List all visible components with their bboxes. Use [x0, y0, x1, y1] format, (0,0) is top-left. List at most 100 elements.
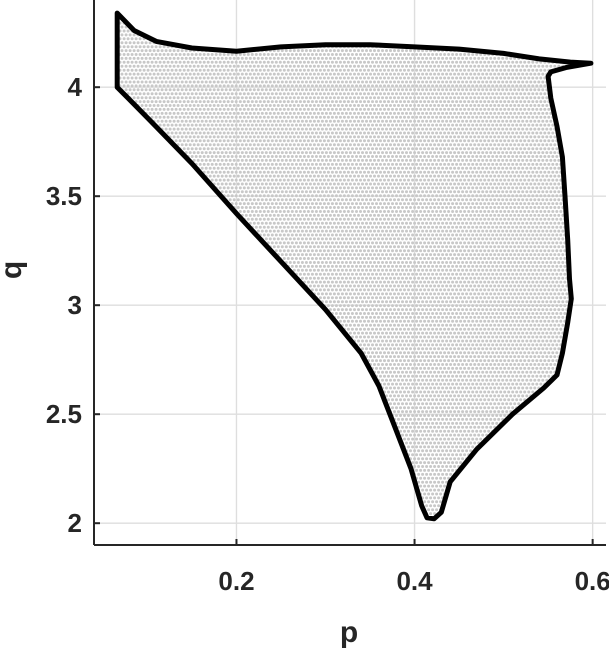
region-point: [549, 323, 553, 327]
region-point: [381, 347, 384, 351]
region-point: [473, 300, 477, 304]
region-point: [553, 292, 557, 296]
region-point: [344, 174, 348, 178]
region-point: [445, 213, 449, 217]
region-point: [409, 237, 412, 241]
region-point: [451, 202, 455, 206]
region-point: [346, 202, 350, 206]
region-point: [308, 237, 312, 241]
region-point: [469, 276, 473, 280]
region-point: [449, 292, 453, 296]
region-point: [501, 229, 505, 233]
region-point: [425, 480, 429, 484]
region-point: [393, 276, 396, 280]
region-point: [451, 162, 455, 166]
region-point: [439, 147, 443, 151]
region-point: [455, 398, 459, 402]
region-point: [467, 304, 471, 308]
region-point: [429, 284, 433, 288]
region-point: [391, 170, 394, 174]
region-point: [433, 323, 437, 327]
region-point: [443, 147, 447, 151]
region-point: [491, 170, 495, 174]
region-point: [413, 190, 417, 194]
region-point: [357, 253, 360, 257]
region-point: [409, 300, 412, 304]
region-point: [493, 151, 497, 155]
region-point: [509, 355, 513, 359]
region-point: [270, 225, 274, 229]
region-point: [212, 158, 216, 162]
region-point: [489, 253, 493, 257]
region-point: [461, 370, 465, 374]
region-point: [361, 323, 364, 327]
region-point: [344, 261, 348, 264]
region-point: [439, 249, 443, 253]
region-point: [262, 178, 266, 182]
region-point: [447, 147, 451, 151]
region-point: [429, 245, 433, 249]
region-point: [533, 182, 537, 186]
region-point: [421, 276, 425, 280]
region-point: [419, 359, 423, 363]
region-point: [407, 359, 410, 363]
region-point: [545, 276, 549, 280]
region-point: [443, 288, 447, 292]
region-point: [421, 151, 425, 155]
region-point: [318, 280, 322, 284]
region-point: [443, 304, 447, 308]
region-point: [338, 296, 342, 300]
region-point: [489, 347, 493, 351]
region-point: [475, 264, 479, 268]
region-point: [477, 433, 481, 437]
region-point: [431, 217, 435, 221]
region-point: [505, 221, 509, 225]
region-point: [310, 147, 314, 151]
region-point: [459, 327, 463, 331]
region-point: [513, 315, 517, 319]
region-point: [340, 300, 344, 304]
region-point: [310, 202, 314, 206]
region-point: [415, 162, 419, 166]
region-point: [447, 288, 451, 292]
region-point: [242, 210, 246, 213]
region-point: [431, 366, 435, 370]
region-point: [485, 158, 489, 162]
region-point: [555, 186, 559, 190]
region-point: [457, 433, 461, 437]
region-point: [453, 441, 457, 445]
region-point: [361, 206, 364, 209]
region-point: [212, 143, 216, 147]
region-point: [469, 158, 473, 162]
region-point: [365, 143, 368, 147]
region-point: [288, 174, 292, 178]
region-point: [445, 308, 449, 312]
region-point: [413, 417, 417, 421]
region-point: [529, 355, 533, 359]
region-point: [389, 229, 392, 233]
region-point: [523, 319, 527, 323]
region-point: [296, 206, 300, 209]
region-point: [541, 308, 545, 312]
region-point: [399, 225, 402, 229]
region-point: [487, 194, 491, 198]
region-point: [403, 217, 406, 221]
region-point: [475, 343, 479, 347]
region-point: [318, 217, 322, 221]
region-point: [551, 304, 555, 308]
region-point: [371, 162, 374, 166]
region-point: [322, 241, 326, 245]
region-point: [369, 174, 372, 178]
region-point: [557, 213, 561, 217]
region-point: [479, 304, 483, 308]
region-point: [278, 170, 282, 174]
region-point: [218, 186, 222, 190]
region-point: [348, 206, 352, 209]
region-point: [443, 343, 447, 347]
region-point: [344, 284, 348, 288]
region-point: [435, 382, 439, 386]
region-point: [553, 339, 557, 343]
region-point: [545, 261, 549, 264]
region-point: [415, 241, 419, 245]
region-point: [443, 406, 447, 410]
